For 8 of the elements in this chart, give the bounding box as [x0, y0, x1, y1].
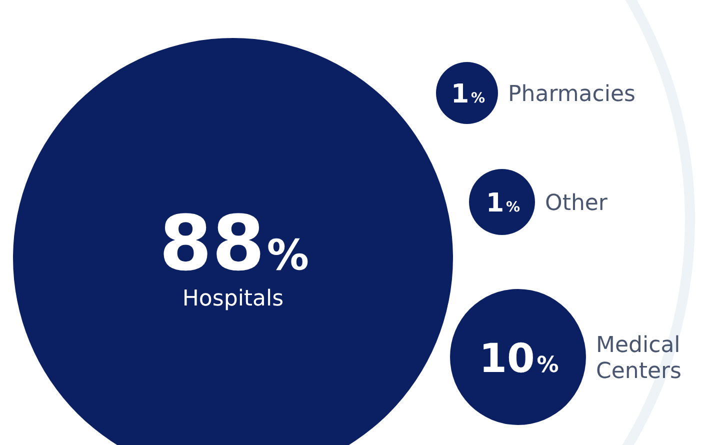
data-label: 1%	[450, 80, 486, 110]
category-label: Other	[545, 191, 608, 216]
category-label: Medical Centers	[596, 333, 682, 384]
category-label: Hospitals	[182, 286, 284, 312]
data-label: 10%	[479, 336, 559, 382]
data-label: 88%	[159, 198, 309, 288]
category-label: Pharmacies	[508, 82, 636, 107]
data-label: 1%	[486, 188, 520, 219]
